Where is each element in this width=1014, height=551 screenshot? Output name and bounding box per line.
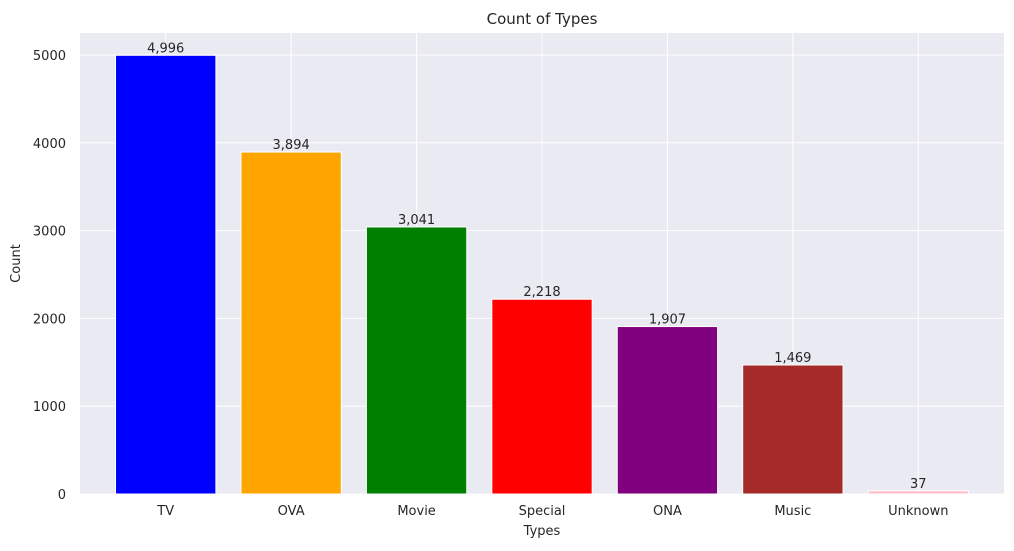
y-axis-title: Count	[9, 244, 24, 283]
x-tick-label: Special	[519, 504, 566, 519]
data-label-ova: 3,894	[273, 138, 310, 153]
y-tick-labels: 0 1000 2000 3000 4000 5000	[33, 49, 66, 503]
bar-tv	[115, 54, 217, 495]
x-tick-label: ONA	[653, 504, 682, 519]
x-tick-label: TV	[156, 504, 174, 519]
y-tick-label: 3000	[33, 225, 66, 240]
x-tick-label: Unknown	[888, 504, 948, 519]
y-tick-label: 0	[58, 488, 66, 503]
data-label-movie: 3,041	[398, 213, 435, 228]
y-tick-label: 4000	[33, 137, 66, 152]
bar-special	[491, 298, 593, 495]
x-axis-title: Types	[523, 524, 561, 539]
x-tick-labels: TV OVA Movie Special ONA Music Unknown	[156, 504, 948, 519]
bar-ona	[616, 326, 719, 495]
data-label-unknown: 37	[910, 477, 927, 492]
bar-music	[742, 364, 844, 495]
data-label-music: 1,469	[774, 351, 811, 366]
bar-ova	[240, 151, 342, 495]
y-tick-label: 1000	[33, 400, 66, 415]
bar-unknown	[867, 490, 969, 495]
data-label-tv: 4,996	[147, 41, 184, 56]
x-tick-label: OVA	[278, 504, 305, 519]
y-tick-label: 5000	[33, 49, 66, 64]
bar-movie	[365, 226, 468, 495]
data-labels-group: 4,996 3,894 3,041 2,218 1,907 1,469 37	[147, 41, 926, 491]
data-label-special: 2,218	[523, 285, 560, 300]
y-tick-label: 2000	[33, 312, 66, 327]
chart-title: Count of Types	[487, 10, 598, 28]
data-label-ona: 1,907	[649, 313, 686, 328]
x-tick-label: Music	[774, 504, 811, 519]
bars-group	[115, 54, 969, 495]
x-tick-label: Movie	[397, 504, 435, 519]
